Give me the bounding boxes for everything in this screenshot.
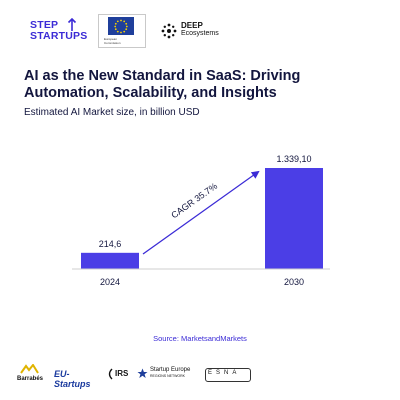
eu-startups-logo-text: EU-Startups <box>54 369 91 389</box>
barrabes-logo: Barrabés <box>14 364 48 386</box>
eu-logo-caption-1: European <box>104 37 118 41</box>
barrabes-logo-text: Barrabés <box>17 376 44 382</box>
x-tick-label-2030: 2030 <box>284 277 304 287</box>
startup-europe-line1: Startup Europe <box>150 367 191 373</box>
startup-europe-logo: Startup Europe REGIONS NETWORK <box>137 364 199 386</box>
esna-logo: ESNA <box>205 364 251 386</box>
bar-2030 <box>265 168 323 269</box>
value-label-2024: 214,6 <box>99 239 122 249</box>
deep-logo-line1: DEEP <box>181 21 203 30</box>
source-note: Source: MarketsandMarkets <box>153 334 247 343</box>
step-startups-logo-line1: STEP <box>30 19 59 31</box>
step-startups-logo-line2: STARTUPS <box>30 30 88 42</box>
eu-logo-caption-2: Commission <box>104 41 121 45</box>
cagr-arrow <box>142 170 260 255</box>
esna-logo-text: ESNA <box>208 370 241 376</box>
star-icon <box>137 368 148 378</box>
irs-logo-text: IRS <box>115 369 129 378</box>
rocket-arrow-icon <box>67 18 77 31</box>
irs-logo: IRS <box>106 364 132 386</box>
barrabes-mark-icon <box>20 364 39 374</box>
irs-mark-icon <box>108 368 113 380</box>
chart-subtitle: Estimated AI Market size, in billion USD <box>24 107 200 118</box>
chart-title: AI as the New Standard in SaaS: Driving … <box>24 68 301 101</box>
cagr-annotation: CAGR 35.7% <box>169 181 219 221</box>
step-startups-logo: STEP STARTUPS <box>30 18 90 42</box>
bars-layer: 214,6 2024 1.339,10 2030 <box>81 154 323 287</box>
esna-logo-frame <box>205 368 251 382</box>
dot-cluster-icon <box>161 23 177 39</box>
startup-europe-line2: REGIONS NETWORK <box>150 374 186 378</box>
european-commission-logo: European Commission <box>98 14 146 48</box>
bar-2024 <box>81 252 139 269</box>
deep-ecosystems-logo: DEEP Ecosystems <box>161 20 241 42</box>
value-label-2030: 1.339,10 <box>276 154 311 164</box>
eu-startups-logo: EU-Startups <box>54 364 100 389</box>
eu-flag-icon <box>108 17 134 35</box>
x-tick-label-2024: 2024 <box>100 277 120 287</box>
deep-logo-line2: Ecosystems <box>181 30 219 37</box>
